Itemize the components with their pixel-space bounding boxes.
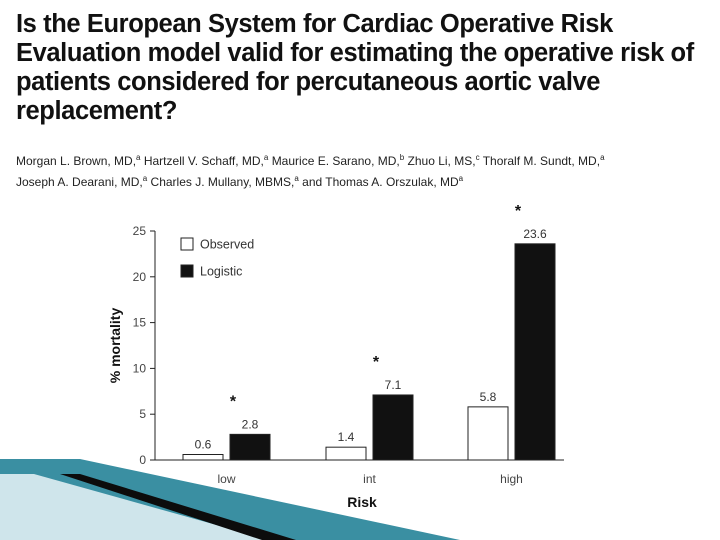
observed-bar [325,446,367,461]
legend-swatch-observed [180,237,194,251]
data-label: 2.8 [242,417,259,431]
data-label: 5.8 [480,390,497,404]
author-affiliation: a [600,153,605,162]
data-label: 0.6 [195,438,212,452]
author-affiliation: a [458,174,464,183]
author-affiliation: a [136,153,141,162]
x-tick-label: int [363,472,376,486]
legend-label-observed: Observed [200,238,254,252]
logistic-bar [372,394,414,461]
y-tick-label: 15 [133,316,147,330]
data-label: 1.4 [338,430,355,444]
y-tick-label: 20 [133,270,147,284]
author-name: Morgan L. Brown, MD, [16,154,137,168]
author-affiliation: a [294,174,299,183]
data-label: 23.6 [523,227,547,241]
logistic-bar [229,433,271,461]
author-list: Morgan L. Brown, MD,a Hartzell V. Schaff… [16,149,706,191]
y-axis-label: % mortality [107,308,123,384]
author-name: Charles J. Mullany, MBMS, [150,175,295,189]
author-name: Hartzell V. Schaff, MD, [143,154,264,168]
author-affiliation: a [263,153,269,162]
figure-panel: 0 5 10 15 20 25 % mortality 0.6 2.8 * low 1.4 7.1 * in… [78,195,564,517]
bar-chart: 0 5 10 15 20 25 % mortality 0.6 2.8 * low 1.4 7.1 * in… [107,203,564,510]
y-tick-label: 5 [139,407,146,421]
significance-marker: * [373,354,380,371]
legend-label-logistic: Logistic [200,265,242,279]
author-name: Joseph A. Dearani, MD, [16,175,143,189]
paper-title: Is the European System for Cardiac Opera… [16,10,694,125]
author-name: Zhuo Li, MS, [407,154,476,168]
author-name: and Thomas A. Orszulak, MD [302,175,459,189]
data-label: 7.1 [385,378,402,392]
legend-swatch-logistic [180,264,194,278]
significance-marker: * [515,203,522,220]
x-tick-label: high [500,472,523,486]
author-name: Maurice E. Sarano, MD, [271,154,400,168]
y-tick-label: 0 [139,453,146,467]
author-affiliation: b [399,153,405,162]
author-name: Thoralf M. Sundt, MD, [482,154,601,168]
x-tick-label: low [217,472,235,486]
logistic-bar [514,243,556,461]
observed-bar [182,454,224,461]
observed-bar [467,406,509,461]
author-affiliation: a [142,174,148,183]
significance-marker: * [230,393,237,410]
author-affiliation: c [475,153,480,162]
y-tick-label: 10 [133,361,147,375]
x-axis-label: Risk [347,494,377,510]
y-tick-label: 25 [133,224,147,238]
